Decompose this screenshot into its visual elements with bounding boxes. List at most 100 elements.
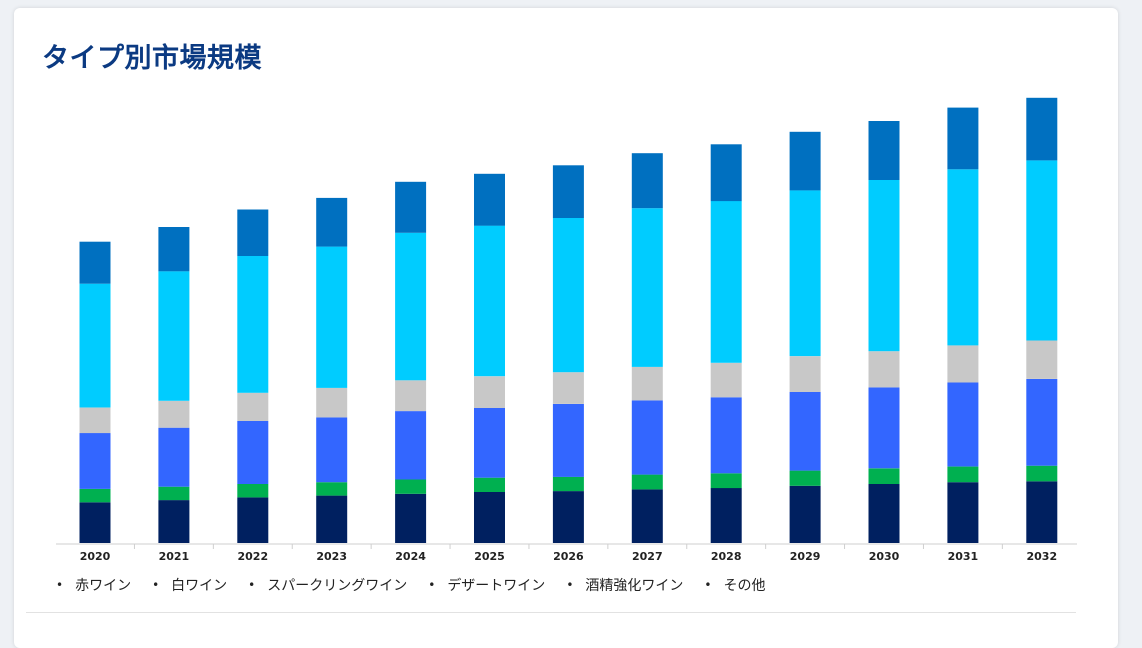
bar-2031-series-1	[947, 482, 979, 543]
bar-2030-series-1	[868, 484, 900, 543]
x-tick-label: 2030	[869, 550, 900, 563]
bar-2027-series-5	[631, 208, 663, 367]
bar-2025-series-2	[474, 477, 505, 492]
bar-2032-series-6	[1026, 97, 1058, 161]
legend-item: • その他	[704, 575, 765, 595]
bar-2020-series-6	[79, 241, 111, 284]
bar-2029-series-1	[789, 485, 821, 543]
bar-2025-series-6	[474, 173, 505, 226]
legend-item: • 赤ワイン	[56, 575, 131, 595]
bar-2028-series-4	[710, 362, 742, 398]
legend-label: 白ワイン	[171, 578, 228, 594]
bar-2028-series-2	[710, 473, 742, 489]
bar-2032-series-4	[1026, 340, 1058, 379]
bar-2024-series-6	[395, 181, 427, 233]
legend-bullet-icon: •	[566, 578, 574, 592]
legend-item: • スパークリングワイン	[248, 575, 407, 595]
bar-2020-series-4	[79, 407, 111, 434]
x-tick-label: 2027	[632, 550, 663, 563]
bar-2024-series-5	[395, 232, 427, 381]
page-title: タイプ別市場規模	[42, 43, 262, 74]
x-tick-label: 2032	[1026, 550, 1057, 563]
bar-2030-series-2	[868, 468, 900, 484]
bar-2027-series-4	[631, 366, 663, 401]
x-tick-label: 2021	[159, 550, 190, 563]
bar-2026-series-1	[552, 491, 584, 543]
bar-2031-series-6	[947, 107, 979, 170]
x-tick-label: 2023	[316, 550, 347, 563]
bar-2027-series-1	[631, 489, 663, 543]
x-tick-label: 2026	[553, 550, 584, 563]
legend-item: • デザートワイン	[428, 575, 545, 595]
x-tick-label: 2028	[711, 550, 742, 563]
bar-2029-series-6	[789, 131, 821, 191]
bar-2030-series-4	[868, 351, 900, 388]
bar-2021-series-4	[158, 400, 190, 428]
bar-2024-series-2	[395, 479, 427, 494]
x-tick-label: 2020	[80, 550, 111, 563]
legend-bullet-icon: •	[152, 578, 160, 592]
bar-2020-series-3	[79, 433, 111, 489]
bar-2023-series-4	[316, 387, 348, 418]
bar-2025-series-3	[474, 408, 505, 478]
bar-2030-series-3	[868, 387, 900, 469]
bar-2026-series-6	[552, 165, 584, 218]
bar-2023-series-1	[316, 495, 348, 543]
bar-2031-series-4	[947, 345, 979, 383]
bar-2021-series-2	[158, 486, 190, 501]
bar-2027-series-6	[631, 153, 663, 209]
legend-item: • 白ワイン	[152, 575, 227, 595]
legend-item: • 酒精強化ワイン	[566, 575, 683, 595]
bar-2032-series-5	[1026, 160, 1058, 341]
bar-2029-series-2	[789, 470, 821, 486]
bar-2026-series-5	[552, 218, 584, 373]
bar-2020-series-5	[79, 283, 111, 408]
bar-2022-series-4	[237, 392, 269, 421]
bar-2029-series-3	[789, 391, 821, 471]
bar-2021-series-6	[158, 227, 190, 272]
bar-2031-series-2	[947, 466, 979, 483]
bar-2020-series-2	[79, 488, 111, 503]
bar-2028-series-3	[710, 397, 742, 474]
x-tick-label: 2024	[395, 550, 426, 563]
bar-2021-series-5	[158, 271, 190, 401]
bar-2028-series-6	[710, 144, 742, 202]
bottom-divider	[26, 612, 1076, 613]
bar-2023-series-3	[316, 417, 348, 483]
x-tick-label: 2031	[948, 550, 979, 563]
bar-2032-series-2	[1026, 465, 1058, 482]
legend-bullet-icon: •	[428, 578, 436, 592]
x-tick-label: 2025	[474, 550, 505, 563]
bar-2021-series-1	[158, 500, 190, 543]
bar-2024-series-3	[395, 411, 427, 480]
bar-2023-series-6	[316, 197, 348, 247]
bar-2022-series-1	[237, 497, 269, 543]
bar-2026-series-4	[552, 372, 584, 404]
bar-2030-series-5	[868, 180, 900, 352]
bar-2025-series-4	[474, 376, 505, 408]
bar-2022-series-2	[237, 484, 269, 498]
chart-legend: • 赤ワイン • 白ワイン • スパークリングワイン • デザートワイン • 酒精強化ワイン • その…	[56, 575, 786, 595]
bar-2024-series-4	[395, 380, 427, 412]
legend-label: 赤ワイン	[75, 578, 132, 594]
legend-label: スパークリングワイン	[267, 578, 408, 594]
bar-2025-series-1	[474, 492, 505, 543]
legend-label: デザートワイン	[447, 578, 546, 594]
legend-bullet-icon: •	[56, 578, 64, 592]
bar-2023-series-5	[316, 246, 348, 388]
bar-2032-series-1	[1026, 481, 1058, 543]
stacked-bar-chart: 2020 2021 2022 2023 2024 2025 2026 2027 2028 2029…	[56, 97, 1077, 563]
bar-2028-series-1	[710, 488, 742, 543]
legend-bullet-icon: •	[704, 578, 712, 592]
x-tick-label: 2029	[790, 550, 821, 563]
bar-2031-series-5	[947, 169, 979, 346]
bar-2032-series-3	[1026, 379, 1058, 466]
bar-2029-series-4	[789, 356, 821, 392]
bar-2020-series-1	[79, 502, 111, 543]
legend-bullet-icon: •	[248, 578, 256, 592]
bar-2021-series-3	[158, 427, 190, 487]
bar-2022-series-6	[237, 209, 269, 256]
x-tick-label: 2022	[237, 550, 268, 563]
legend-label: 酒精強化ワイン	[585, 578, 684, 594]
bar-2030-series-6	[868, 121, 900, 180]
